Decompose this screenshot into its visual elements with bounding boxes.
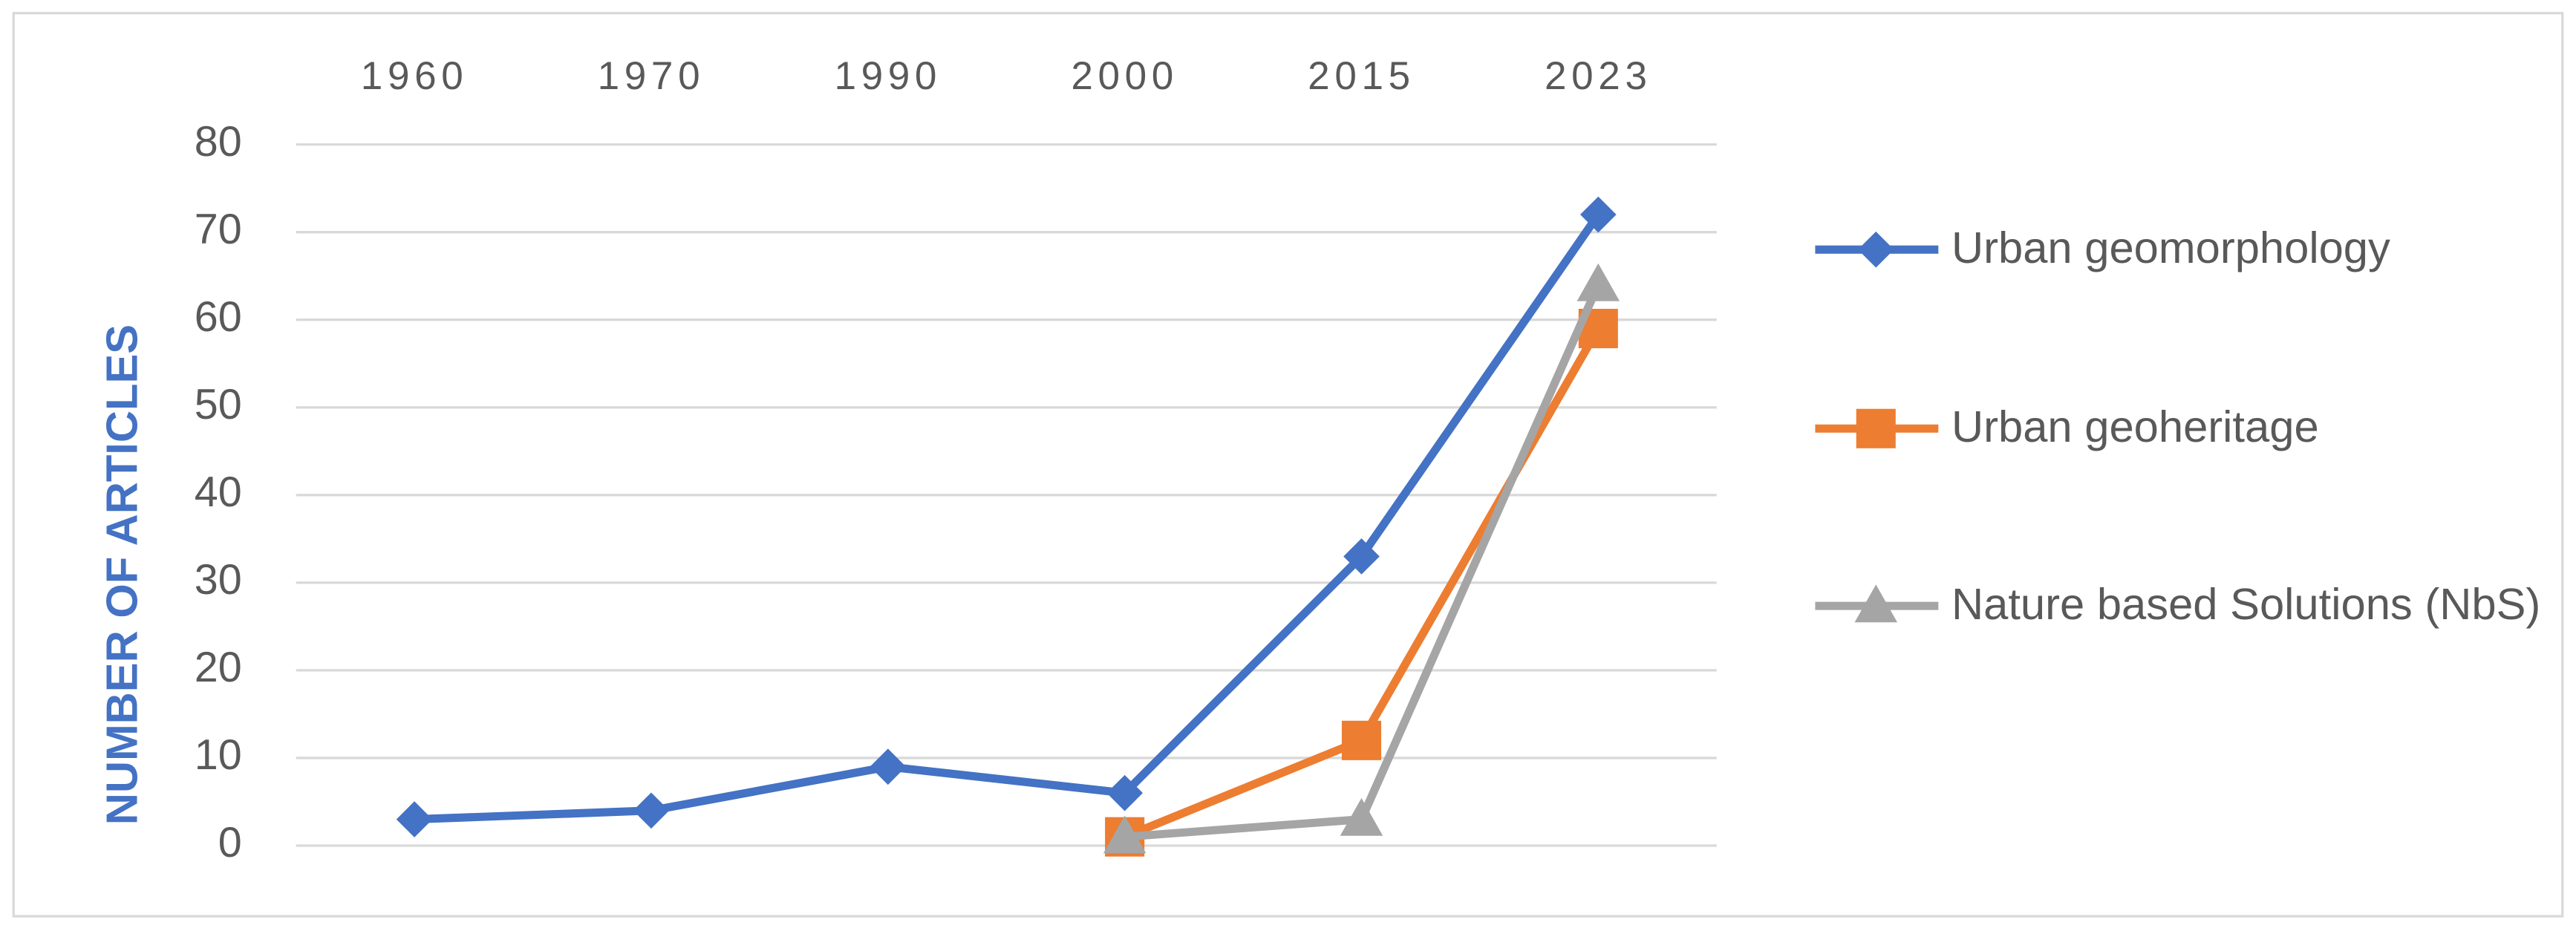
marker	[1576, 263, 1620, 301]
x-tick-label: 1960	[361, 54, 469, 98]
x-tick-label: 2000	[1071, 54, 1178, 98]
y-tick-label: 80	[195, 118, 242, 166]
y-tick-label: 30	[195, 556, 242, 604]
marker	[1341, 720, 1382, 760]
legend-item: Urban geoheritage	[1951, 402, 2319, 452]
y-tick-label: 60	[195, 293, 242, 341]
marker	[1854, 584, 1898, 623]
series-line	[414, 212, 1602, 824]
marker	[1343, 538, 1380, 575]
legend-item: Nature based Solutions (NbS)	[1951, 579, 2541, 630]
marker	[1106, 774, 1143, 811]
marker	[1856, 408, 1896, 448]
y-tick-label: 50	[195, 381, 242, 428]
legend-label: Urban geomorphology	[1951, 223, 2390, 273]
y-tick-label: 40	[195, 468, 242, 516]
legend-item: Urban geomorphology	[1951, 223, 2390, 273]
y-axis-title: NUMBER OF ARTICLES	[97, 324, 146, 825]
marker	[1340, 797, 1383, 836]
y-tick-label: 0	[218, 819, 242, 866]
y-tick-label: 20	[195, 644, 242, 691]
legend-label: Nature based Solutions (NbS)	[1951, 579, 2541, 630]
marker	[1103, 815, 1147, 854]
marker	[1857, 231, 1894, 268]
x-tick-label: 2015	[1308, 54, 1415, 98]
marker	[633, 792, 670, 829]
chart-border	[12, 12, 2564, 918]
y-tick-label: 70	[195, 206, 242, 253]
marker	[870, 748, 907, 785]
x-tick-label: 1990	[834, 54, 942, 98]
legend-label: Urban geoheritage	[1951, 402, 2319, 452]
x-tick-label: 1970	[598, 54, 705, 98]
y-tick-label: 10	[195, 731, 242, 779]
x-tick-label: 2023	[1545, 54, 1652, 98]
